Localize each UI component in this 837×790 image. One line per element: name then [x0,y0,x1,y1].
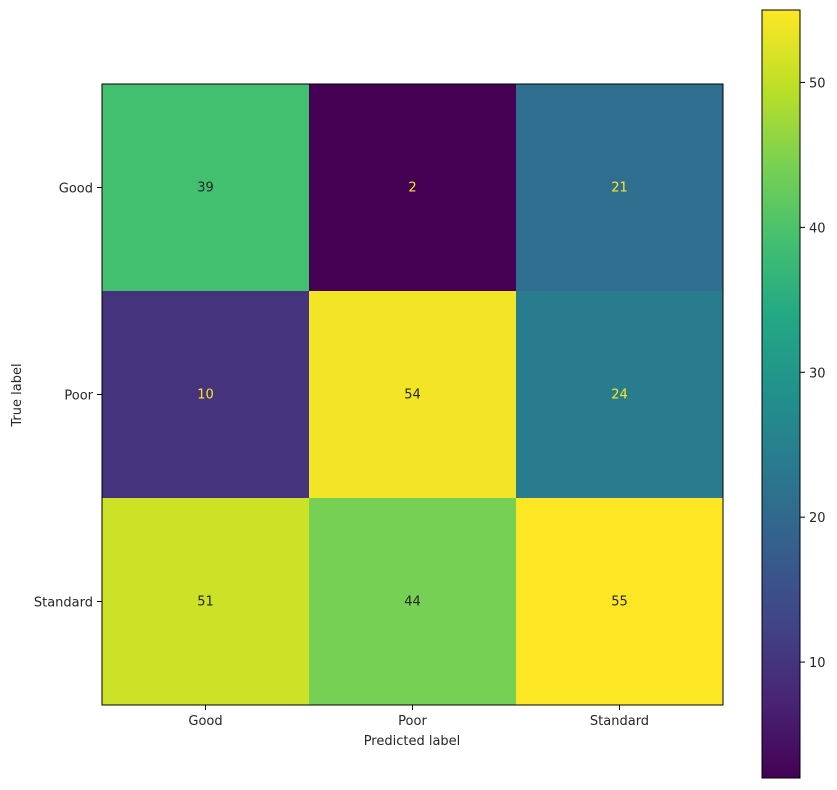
cell-value-label: 44 [404,595,421,610]
colorbar-tick-label: 50 [809,76,826,91]
y-axis-label: True label [10,363,25,427]
heatmap-cell [102,498,310,706]
colorbar-tick-label: 30 [809,366,826,381]
heatmap-cell [102,84,310,292]
x-axis-label: Predicted label [364,734,461,749]
heatmap-cell [516,498,724,706]
heatmap-cell [309,498,517,706]
heatmap-cell [516,84,724,292]
heatmap-cell [309,84,517,292]
cell-value-label: 21 [611,181,628,196]
y-tick-label: Poor [64,389,93,404]
cell-value-label: 55 [611,595,628,610]
cell-value-label: 54 [404,388,421,403]
heatmap-cell [309,291,517,499]
cell-value-label: 2 [408,181,416,196]
x-tick-label: Poor [398,714,427,729]
y-tick-label: Standard [34,596,93,611]
colorbar [761,9,801,779]
x-tick-label: Good [188,714,222,729]
colorbar-ticks: 10 20 30 40 50 [800,76,826,671]
x-axis-ticks: Good Poor Standard [188,705,649,729]
cell-value-label: 39 [197,181,214,196]
cell-value-labels: 39 2 21 10 54 24 51 44 55 [197,181,628,610]
cell-value-label: 24 [611,388,628,403]
cell-value-label: 51 [197,595,214,610]
y-axis-ticks: Good Poor Standard [34,182,102,611]
heatmap-cell [102,291,310,499]
heatmap-cells [102,84,724,706]
x-tick-label: Standard [590,714,649,729]
y-tick-label: Good [59,182,93,197]
cell-value-label: 10 [197,388,214,403]
colorbar-tick-label: 10 [809,656,826,671]
colorbar-tick-label: 40 [809,221,826,236]
colorbar-tick-label: 20 [809,511,826,526]
heatmap-cell [516,291,724,499]
